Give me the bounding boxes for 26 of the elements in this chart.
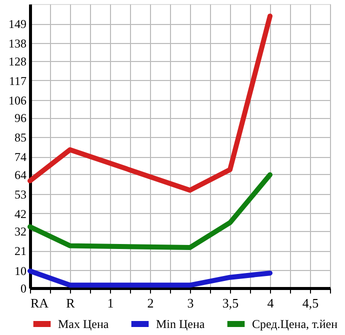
- x-tick-label: 3,5: [222, 296, 239, 310]
- legend-label: Сред.Цена, т.йен: [252, 317, 338, 331]
- y-tick-label: 138: [8, 36, 26, 51]
- y-tick-label: 96: [14, 111, 26, 126]
- y-tick-label: 74: [14, 150, 26, 164]
- y-tick-label: 149: [8, 17, 26, 32]
- y-tick-label: 85: [14, 130, 26, 145]
- y-tick-label: 64: [14, 168, 26, 182]
- y-tick-label: 10: [14, 264, 26, 278]
- x-tick-label: 2: [147, 296, 154, 310]
- x-tick-label: 1: [107, 296, 114, 310]
- x-tick-label: R: [66, 296, 76, 310]
- x-tick-label: 4,5: [302, 296, 319, 310]
- y-tick-label: 42: [14, 206, 26, 221]
- y-tick-label: 106: [8, 93, 26, 108]
- x-tick-label: 4: [267, 296, 274, 310]
- legend-label: Min Цена: [156, 317, 206, 331]
- y-tick-label: 53: [14, 187, 26, 202]
- y-tick-label: 128: [8, 54, 26, 68]
- x-tick-label: 3: [187, 296, 194, 310]
- legend-label: Max Цена: [58, 317, 110, 331]
- y-tick-label: 32: [14, 224, 26, 239]
- x-tick-label: RA: [30, 296, 50, 310]
- y-tick-label: 0: [20, 282, 26, 296]
- y-tick-label: 117: [8, 74, 26, 88]
- y-tick-label: 21: [14, 244, 26, 258]
